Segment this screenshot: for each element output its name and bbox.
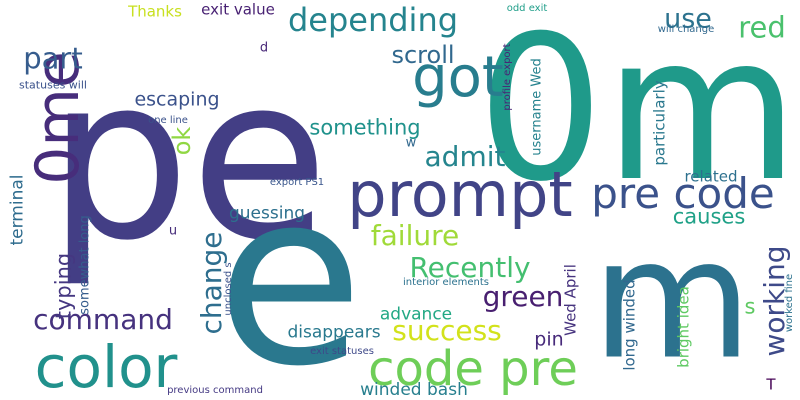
word: will change xyxy=(657,24,715,35)
word: pre code xyxy=(591,169,775,218)
word: d xyxy=(259,40,269,56)
word: somewhat long xyxy=(77,215,93,315)
word: guessing xyxy=(228,203,306,224)
word: Recently xyxy=(409,251,531,284)
word: winded bash xyxy=(360,380,468,400)
word: unclosed s xyxy=(223,262,234,316)
word: prompt xyxy=(347,158,573,231)
word: long winded xyxy=(620,279,639,371)
word: red xyxy=(738,10,786,45)
word: T xyxy=(766,375,776,394)
word: odd exit xyxy=(506,3,548,14)
word: green xyxy=(482,280,564,313)
word: got xyxy=(412,45,504,110)
word: one line xyxy=(148,115,188,126)
word: part xyxy=(23,41,83,76)
word: scroll xyxy=(391,41,455,69)
word: disappears xyxy=(287,322,381,343)
word: Wed April xyxy=(561,264,580,336)
word: exit value xyxy=(201,0,275,19)
word: success xyxy=(392,314,502,347)
word: depending xyxy=(287,1,459,39)
word: causes xyxy=(672,204,746,229)
word: profile export xyxy=(502,43,513,111)
word: export PS1 xyxy=(269,177,325,188)
word: color xyxy=(34,333,178,400)
word: worked fine xyxy=(784,273,795,333)
word: pin xyxy=(534,328,564,351)
word: escaping xyxy=(134,88,220,111)
word: admit xyxy=(424,140,506,173)
word: advance xyxy=(379,304,453,325)
word: username Wed xyxy=(529,58,545,156)
word: m xyxy=(591,203,753,396)
word: previous command xyxy=(167,385,263,396)
word: code pre xyxy=(368,341,578,397)
word: ok xyxy=(168,126,196,156)
word: u xyxy=(168,223,178,239)
word: s xyxy=(744,294,756,319)
word: Thanks xyxy=(128,2,182,21)
word: use xyxy=(664,3,712,35)
word: particularly xyxy=(650,80,669,166)
word: pe xyxy=(47,28,329,291)
word: typing xyxy=(51,252,76,320)
word: statuses will xyxy=(19,78,87,92)
word: exit statuses xyxy=(310,346,374,357)
word: failure xyxy=(370,219,460,252)
word: e xyxy=(216,139,364,400)
word: something xyxy=(309,115,421,140)
word: w xyxy=(405,135,417,151)
word: change xyxy=(195,231,228,335)
word: 0m xyxy=(476,0,800,226)
word: interior elements xyxy=(403,277,489,288)
word: command xyxy=(33,303,173,336)
word: bright idea xyxy=(674,286,693,368)
word: terminal xyxy=(7,174,28,246)
word: related xyxy=(684,167,738,186)
